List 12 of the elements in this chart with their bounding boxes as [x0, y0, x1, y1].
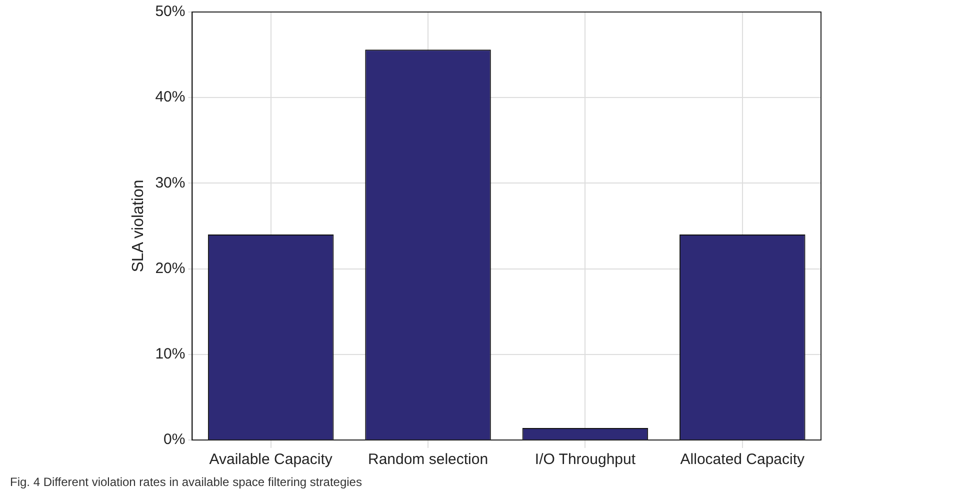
y-tick-label: 50%: [155, 3, 186, 20]
y-axis-title: SLA violation: [130, 180, 148, 272]
y-tick-label: 40%: [155, 88, 186, 106]
y-tick-label: 0%: [164, 431, 186, 448]
x-tick-label: Random selection: [368, 451, 488, 468]
x-tick-label: Allocated Capacity: [680, 451, 806, 468]
x-tick-label: Available Capacity: [209, 451, 333, 468]
y-tick-label: 30%: [155, 174, 186, 192]
y-tick-label: 20%: [155, 260, 186, 277]
y-tick-label: 10%: [155, 346, 186, 363]
x-tick-label: I/O Throughput: [534, 451, 636, 468]
caption: Fig. 4 Different violation rates in available space filtering strategies: [10, 475, 362, 489]
